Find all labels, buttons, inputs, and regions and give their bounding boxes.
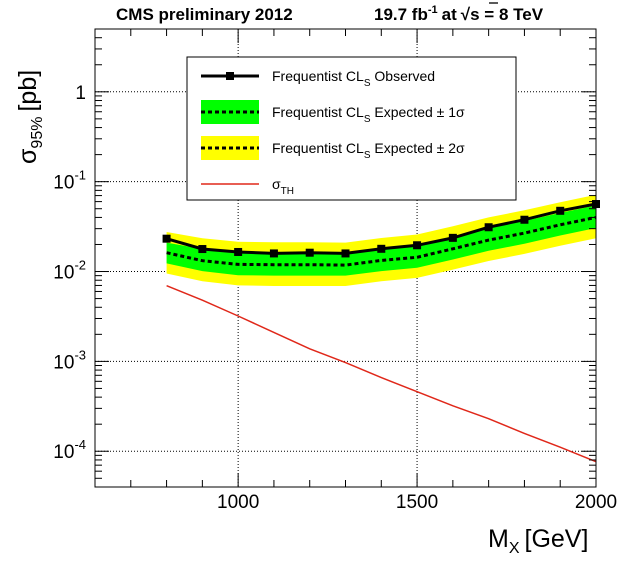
legend-2sigma-label: Frequentist CLS Expected ± 2σ [272,140,465,161]
legend-box [186,56,517,201]
observed-point-1500 [413,241,422,250]
header-lumi-label: 19.7 fb-1 at √s = 8 TeV [374,4,544,24]
legend: Frequentist CLS Observed Frequentist CLS… [186,56,517,201]
x-tick-label-2: 2000 [575,492,617,513]
observed-point-1400 [377,244,386,253]
observed-point-900 [198,245,207,254]
y-tick-label-1: 10-3 [53,347,86,373]
theory-line [166,285,597,463]
y-tick-label-4: 1 [75,83,86,104]
x-tick-label-0: 1000 [217,492,259,513]
y-tick-label-3: 10-1 [53,168,86,194]
observed-point-1200 [305,248,314,257]
legend-observed-label: Frequentist CLS Observed [272,68,435,89]
legend-observed-marker [226,72,234,80]
observed-point-1800 [520,215,529,224]
header-cms-label: CMS preliminary 2012 [116,5,293,24]
observed-point-1900 [556,206,565,215]
x-tick-label-1: 1500 [396,492,438,513]
header-lumi-at: at [442,5,457,24]
legend-theory-label: σTH [272,176,294,197]
expected-line [166,215,597,267]
header-lumi-value: 19.7 fb [374,5,428,24]
header-sqrt-symbol: √ [461,5,471,24]
x-axis-title: MX [GeV] [488,525,588,557]
header-lumi-exponent: -1 [428,4,438,16]
header-energy: s = 8 TeV [470,5,544,24]
expected-1sigma-band [166,205,596,276]
y-axis-title: σ95%[pb] [14,70,46,164]
observed-point-1600 [448,233,457,242]
observed-point-1000 [234,247,243,256]
observed-point-1700 [484,223,493,232]
observed-point-800 [162,234,171,243]
observed-point-1100 [269,249,278,258]
axis-ticks: 1000 1500 2000 10-4 10-3 10-2 10-1 1 [53,28,617,513]
legend-1sigma-label: Frequentist CLS Expected ± 1σ [272,104,465,125]
y-tick-label-0: 10-4 [53,437,86,463]
observed-point-1300 [341,249,350,258]
expected-1sigma-band-layer [166,205,596,276]
y-tick-label-2: 10-2 [53,258,86,284]
